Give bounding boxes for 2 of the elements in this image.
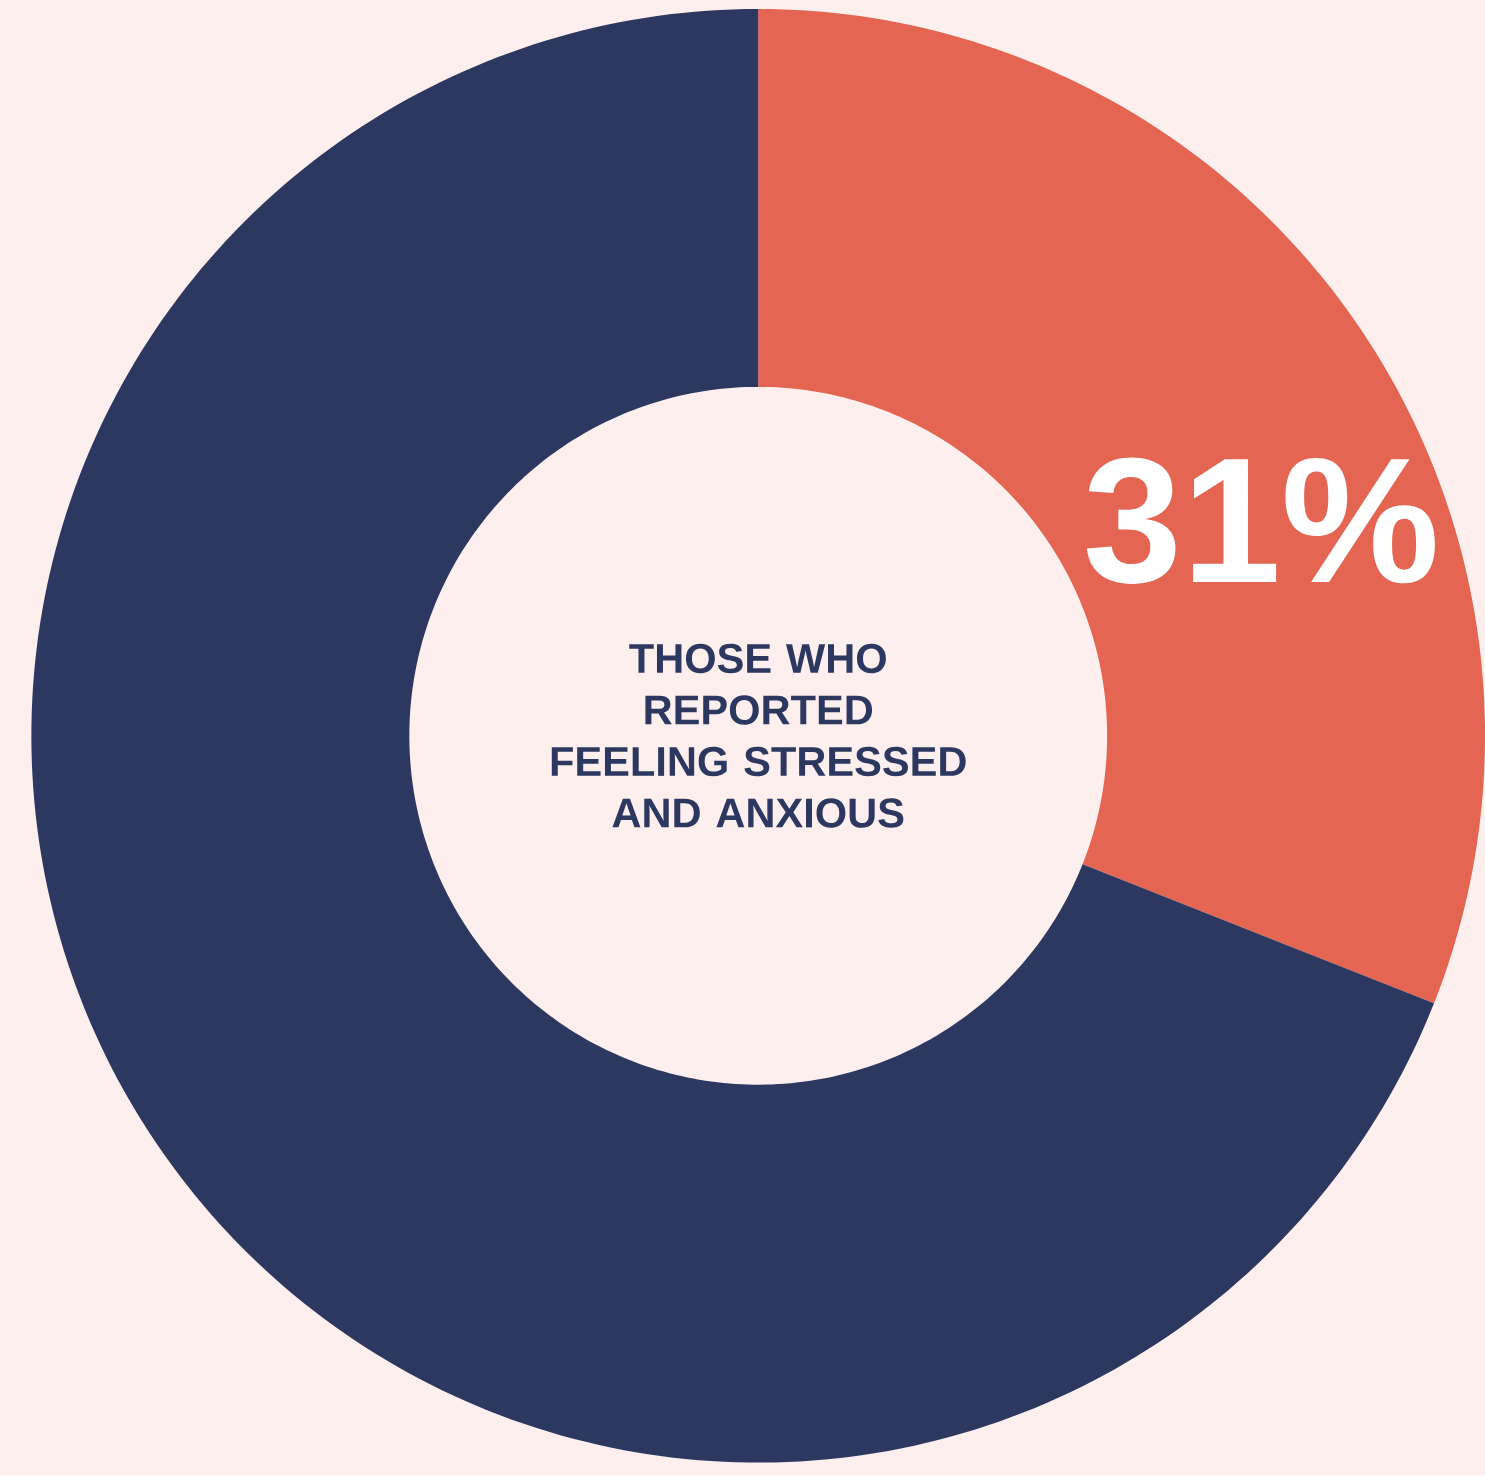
text: THOSE WHO REPORTED FEELING STRESSED AND ANXIOUS [551,644,966,828]
data-label: 31% [1086,457,1435,585]
